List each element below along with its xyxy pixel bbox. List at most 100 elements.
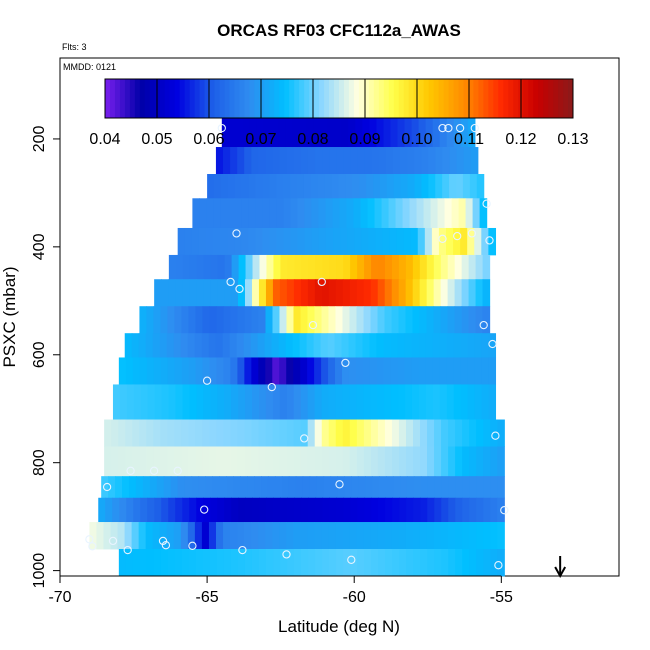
heat-cell-r8-c16: [236, 333, 245, 358]
heat-cell-r8-c46: [446, 333, 455, 358]
heat-cell-r4-c17: [297, 227, 306, 256]
heat-cell-r12-c27: [293, 446, 302, 477]
heat-cell-r10-c22: [265, 384, 274, 420]
heat-cell-r10-c12: [196, 384, 204, 420]
heat-cell-r6-c39: [426, 279, 435, 307]
colorbar-swatch-37: [289, 79, 295, 118]
heat-cell-r15-c15: [194, 522, 203, 550]
heat-cell-r5-c34: [405, 254, 414, 280]
colorbar-swatch-3: [119, 79, 126, 118]
heat-cell-r13-c38: [365, 476, 373, 499]
heat-cell-r13-c29: [302, 476, 311, 499]
heat-cell-r12-c4: [132, 446, 140, 477]
heat-cell-r16-c41: [406, 549, 414, 577]
heat-cell-r4-c3: [198, 227, 207, 256]
heat-cell-r14-c36: [350, 497, 358, 523]
heat-cell-r6-c6: [196, 279, 204, 307]
colorbar-swatch-14: [174, 79, 181, 118]
heat-cell-r11-c24: [272, 419, 281, 447]
heat-cell-r10-c19: [245, 384, 253, 420]
heat-cell-r9-c42: [411, 357, 420, 385]
heat-cell-r15-c37: [349, 522, 358, 550]
heat-cell-r13-c24: [267, 476, 276, 499]
heat-cell-r10-c48: [446, 384, 455, 420]
heat-cell-r15-c38: [356, 522, 365, 550]
heat-cell-r3-c18: [318, 198, 327, 229]
heat-cell-r10-c25: [286, 384, 295, 420]
colorbar-swatch-56: [383, 79, 390, 118]
heat-cell-r16-c9: [181, 549, 190, 577]
heat-cell-r16-c46: [441, 549, 449, 577]
colorbar-swatch-78: [493, 79, 499, 118]
sample-point-35: [188, 541, 197, 550]
heat-cell-r8-c15: [229, 333, 238, 358]
heat-cell-r3-c25: [367, 198, 376, 229]
colorbar-swatch-60: [403, 79, 410, 118]
heat-cell-r7-c43: [440, 306, 449, 334]
heat-cell-r13-c18: [226, 476, 234, 499]
heat-cell-r11-c31: [321, 419, 330, 447]
heat-cell-r4-c22: [333, 227, 341, 256]
heat-cell-r7-c7: [188, 306, 197, 334]
heat-cell-r0-c0: [221, 114, 230, 148]
heat-cell-r3-c40: [472, 198, 481, 229]
y-tick-label: 600: [31, 341, 48, 368]
heat-cell-r10-c49: [453, 384, 462, 420]
heat-cell-r15-c58: [497, 522, 505, 550]
heat-cell-r10-c51: [467, 384, 476, 420]
heat-cell-r5-c36: [419, 254, 428, 280]
colorbar-swatch-88: [543, 79, 549, 118]
colorbar-swatch-21: [209, 79, 216, 118]
y-tick-label: 800: [31, 449, 48, 476]
sample-point-17: [341, 358, 350, 368]
heat-cell-r13-c23: [261, 476, 269, 499]
heat-cell-r1-c31: [435, 147, 443, 175]
heat-cell-r13-c21: [247, 476, 255, 499]
heat-cell-r10-c8: [168, 384, 177, 420]
heat-cell-r13-c30: [309, 476, 318, 499]
heat-cell-r1-c0: [215, 147, 224, 175]
heat-cell-r1-c14: [315, 147, 323, 175]
heat-cell-r16-c49: [462, 549, 470, 577]
heat-cell-r10-c24: [279, 384, 288, 420]
colorbar-swatch-75: [478, 79, 484, 118]
heat-cell-r11-c4: [132, 419, 140, 447]
heat-cell-r3-c37: [451, 198, 460, 229]
heat-cell-r8-c35: [369, 333, 378, 358]
heat-cell-r4-c23: [340, 227, 348, 256]
heat-cell-r11-c11: [181, 419, 189, 447]
heat-cell-r15-c42: [384, 522, 393, 550]
heat-cell-r9-c49: [460, 357, 469, 385]
heat-cell-r9-c14: [216, 357, 225, 385]
colorbar-swatch-87: [538, 79, 544, 118]
heat-cell-r9-c29: [321, 357, 329, 385]
heat-cell-r0-c8: [278, 114, 286, 148]
heat-cell-r0-c20: [362, 114, 371, 148]
heat-cell-r16-c11: [195, 549, 204, 577]
heat-cell-r5-c4: [196, 254, 205, 280]
heat-cell-r10-c41: [398, 384, 406, 420]
heat-cell-r7-c40: [419, 306, 428, 334]
heat-cell-r5-c11: [245, 254, 254, 280]
heat-cell-r8-c9: [187, 333, 196, 358]
heat-cell-r2-c32: [428, 174, 436, 199]
heat-cell-r9-c22: [272, 357, 280, 385]
heat-cell-r10-c54: [488, 384, 497, 420]
heat-cell-r0-c14: [320, 114, 328, 148]
heat-cell-r16-c26: [301, 549, 309, 577]
heat-cell-r11-c12: [188, 419, 196, 447]
heat-cell-r4-c27: [368, 227, 376, 256]
heat-cell-r7-c48: [475, 306, 484, 334]
heat-cell-r9-c30: [328, 357, 336, 385]
heat-cell-r16-c45: [434, 549, 442, 577]
heat-cell-r1-c24: [385, 147, 394, 175]
heat-cell-r4-c6: [220, 227, 228, 256]
colorbar-tick-label: 0.07: [245, 131, 276, 148]
heat-cell-r10-c29: [314, 384, 323, 420]
heat-cell-r16-c7: [167, 549, 176, 577]
heat-cell-r3-c1: [199, 198, 208, 229]
heat-cell-r13-c15: [205, 476, 213, 499]
heat-cell-r4-c9: [241, 227, 249, 256]
heat-cell-r14-c1: [105, 497, 113, 523]
heat-cell-r15-c53: [462, 522, 470, 550]
